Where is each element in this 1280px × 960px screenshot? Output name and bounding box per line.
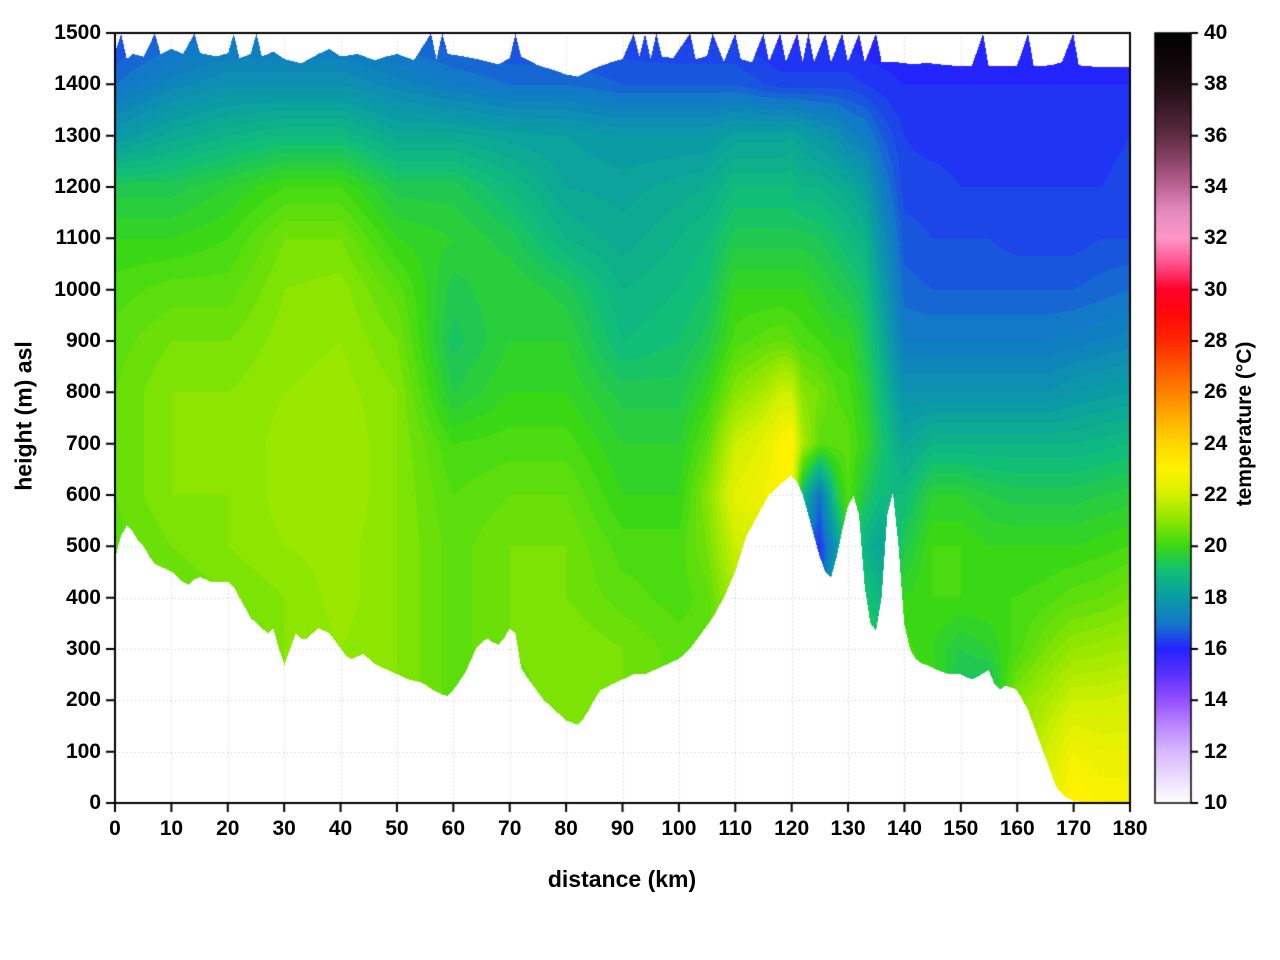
y-tick-label: 1000 xyxy=(54,277,101,301)
y-tick-label: 0 xyxy=(89,791,101,814)
x-tick-label: 100 xyxy=(661,817,697,840)
x-tick-label: 80 xyxy=(554,817,578,840)
x-tick-label: 110 xyxy=(718,817,753,840)
y-tick-label: 600 xyxy=(65,483,101,506)
colorbar-tick-label: 18 xyxy=(1204,585,1228,609)
x-tick-label: 140 xyxy=(886,817,922,840)
x-tick-label: 0 xyxy=(109,817,121,840)
y-tick-label: 200 xyxy=(65,688,101,712)
y-tick-label: 500 xyxy=(65,534,101,558)
y-tick-label: 100 xyxy=(65,739,101,763)
x-tick-label: 70 xyxy=(498,817,522,840)
x-tick-label: 10 xyxy=(159,817,184,840)
y-axis-label: height (m) asl xyxy=(10,341,37,491)
y-tick-label: 1100 xyxy=(55,226,101,250)
colorbar-tick-label: 28 xyxy=(1204,329,1228,352)
colorbar-tick-label: 32 xyxy=(1204,226,1228,250)
colorbar-tick-label: 40 xyxy=(1204,21,1228,44)
colorbar-tick-label: 10 xyxy=(1204,791,1228,814)
colorbar-tick-label: 16 xyxy=(1204,637,1228,660)
y-tick-label: 300 xyxy=(65,637,101,660)
y-tick-label: 1500 xyxy=(54,21,101,44)
x-tick-label: 180 xyxy=(1112,817,1148,840)
colorbar-tick-label: 20 xyxy=(1204,534,1228,558)
x-tick-label: 40 xyxy=(328,817,353,840)
colorbar-tick-label: 36 xyxy=(1204,123,1228,147)
colorbar-tick-label: 38 xyxy=(1204,72,1228,96)
x-axis-label: distance (km) xyxy=(547,866,697,892)
colorbar-tick-label: 12 xyxy=(1204,739,1228,763)
x-tick-label: 160 xyxy=(999,817,1035,840)
y-tick-label: 1200 xyxy=(54,175,101,198)
y-tick-label: 1300 xyxy=(54,123,101,147)
y-tick-label: 800 xyxy=(65,380,101,404)
x-tick-label: 60 xyxy=(441,817,466,840)
x-tick-label: 170 xyxy=(1056,817,1092,840)
x-tick-label: 120 xyxy=(774,817,810,840)
y-tick-label: 1400 xyxy=(54,72,101,96)
x-tick-label: 30 xyxy=(272,817,296,840)
colorbar-label: temperature (°C) xyxy=(1233,341,1256,507)
x-tick-label: 50 xyxy=(385,817,409,840)
x-tick-label: 20 xyxy=(216,817,240,840)
x-tick-label: 90 xyxy=(610,817,635,840)
y-tick-label: 900 xyxy=(65,329,101,352)
x-tick-label: 130 xyxy=(830,817,866,840)
y-tick-label: 400 xyxy=(65,585,101,609)
colorbar-tick-label: 14 xyxy=(1204,688,1228,712)
x-tick-label: 150 xyxy=(943,817,979,840)
colorbar-tick-label: 22 xyxy=(1204,483,1228,506)
colorbar-tick-label: 24 xyxy=(1204,431,1228,455)
colorbar-tick-label: 30 xyxy=(1204,277,1228,301)
colorbar-tick-label: 34 xyxy=(1204,175,1228,198)
y-tick-label: 700 xyxy=(65,431,101,455)
colorbar-tick-label: 26 xyxy=(1204,380,1228,404)
